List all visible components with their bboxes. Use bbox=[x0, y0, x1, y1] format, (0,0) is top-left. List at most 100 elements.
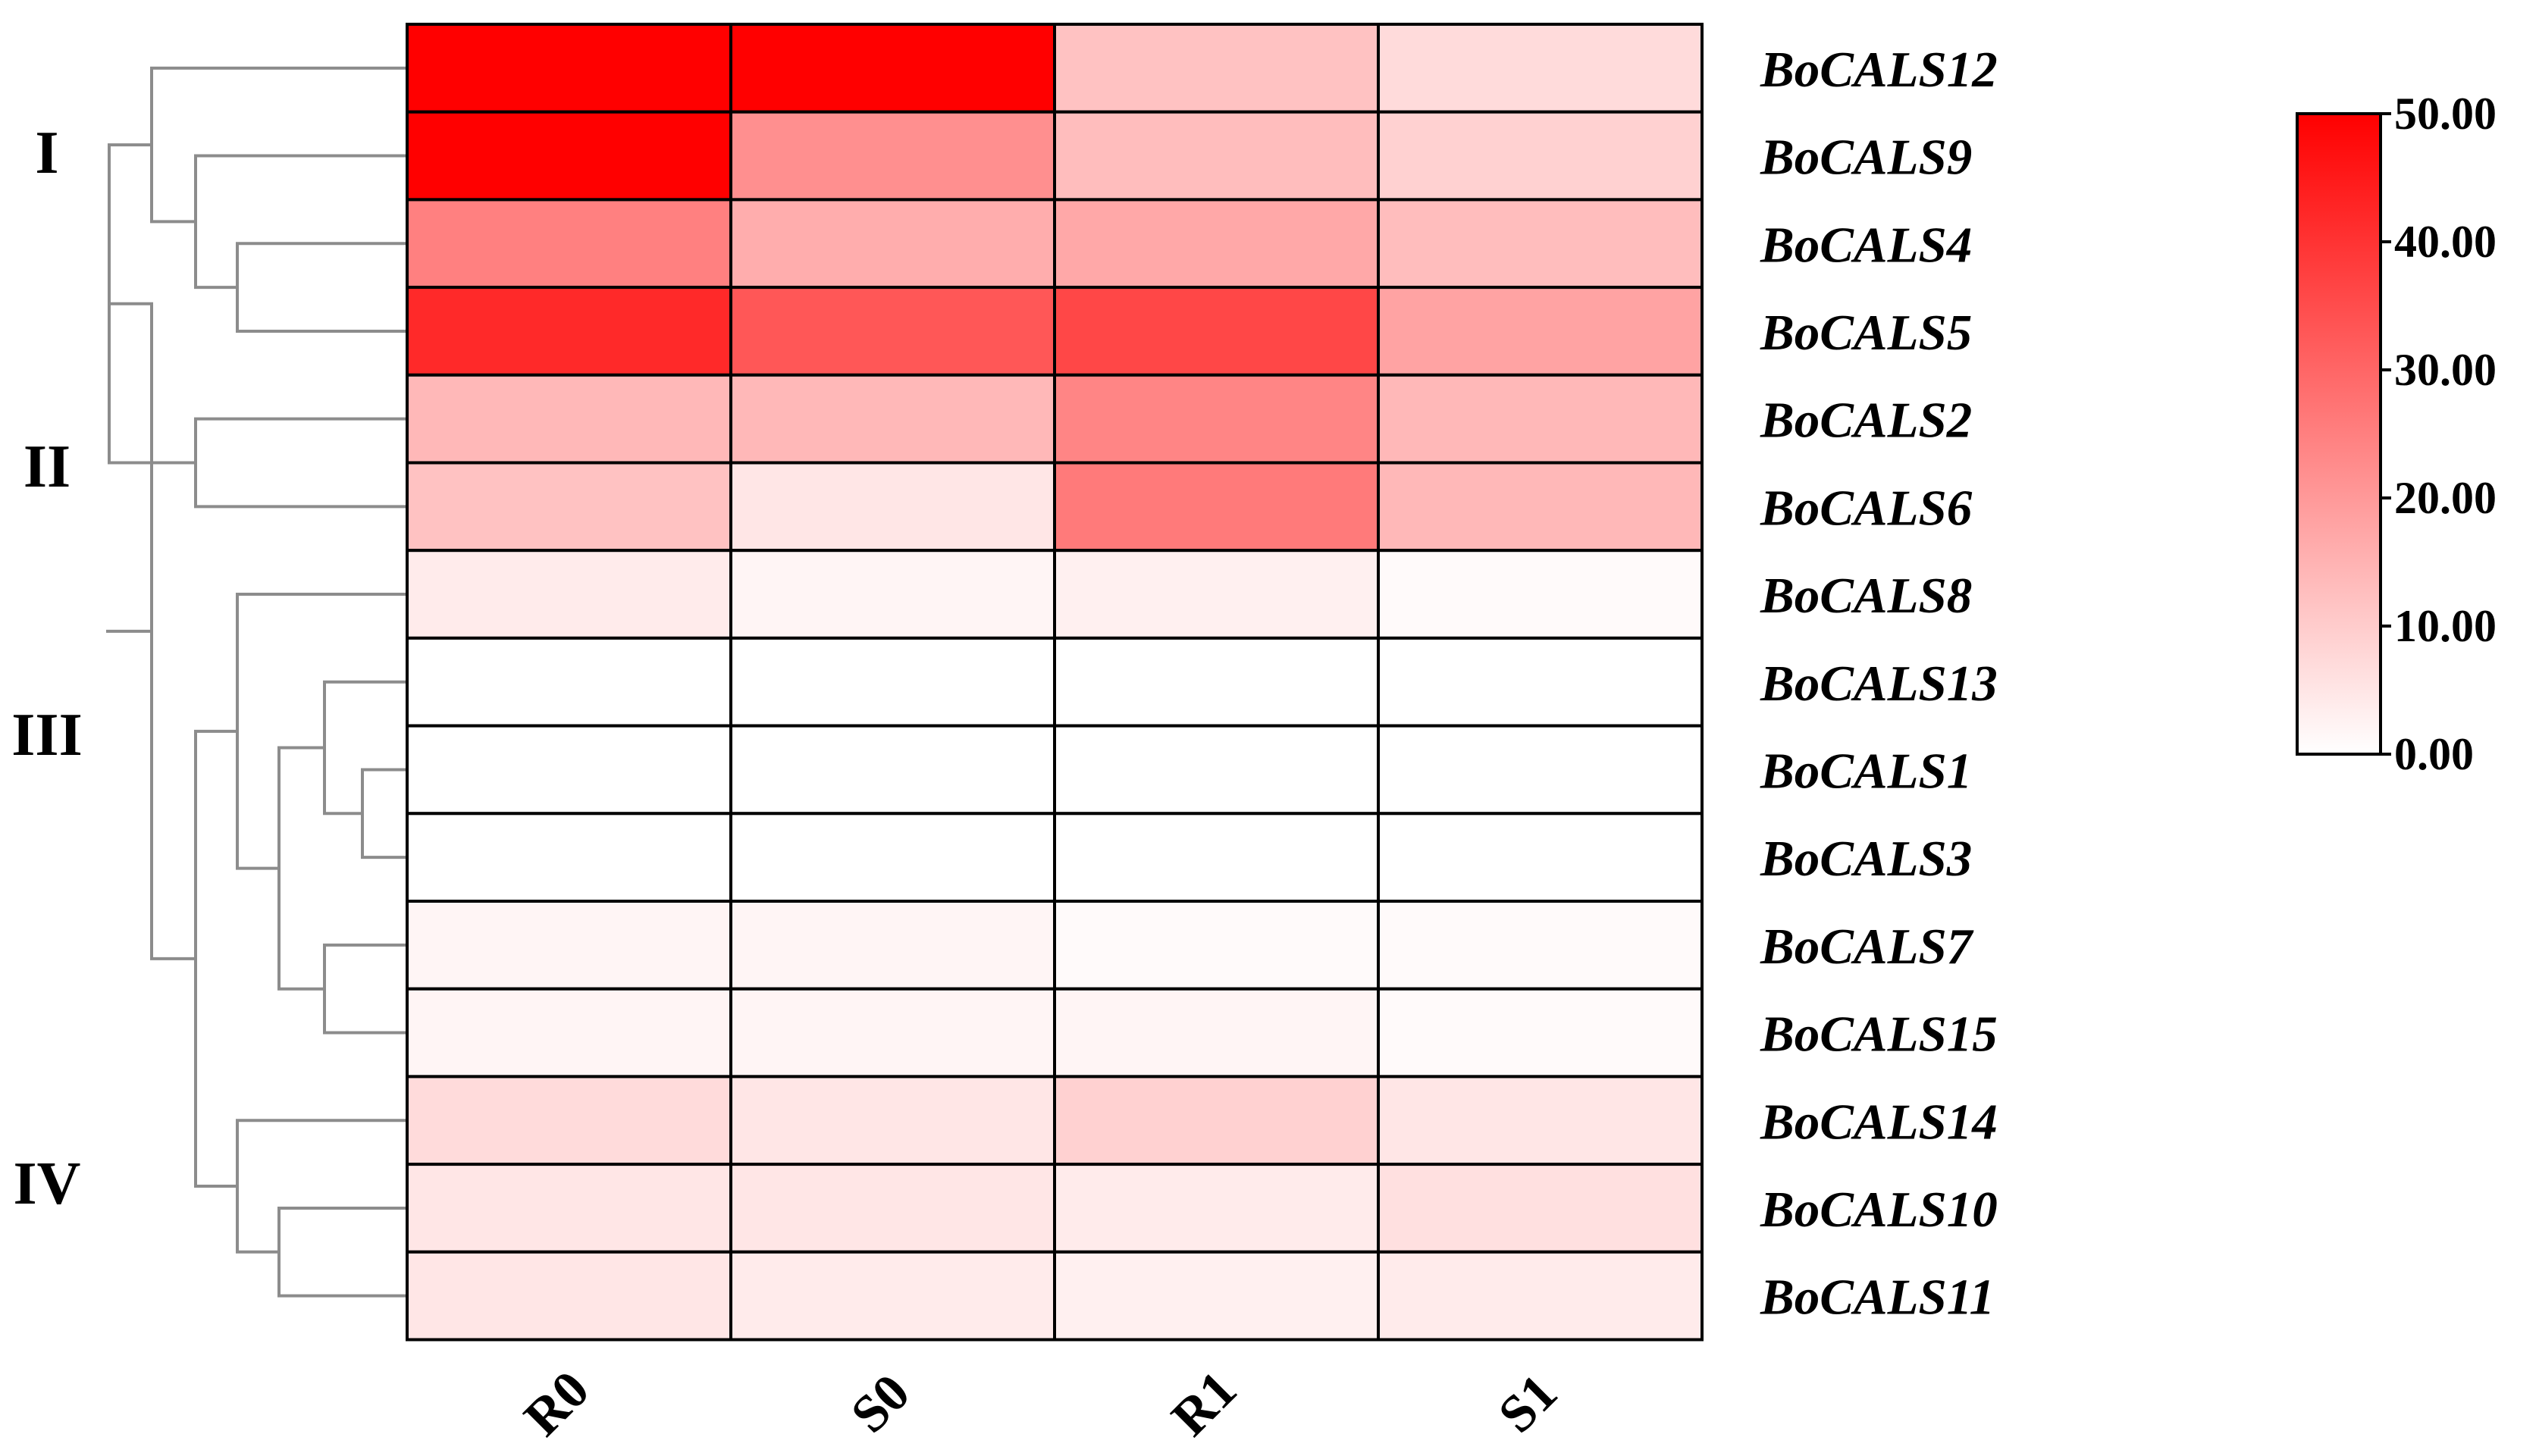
heatmap-cell-BoCALS12-S1 bbox=[1377, 23, 1704, 114]
row-label: BoCALS13 bbox=[1760, 656, 1998, 712]
heatmap-cell-BoCALS7-R1 bbox=[1053, 900, 1380, 991]
color-scale-tick-label: 10.00 bbox=[2394, 601, 2497, 651]
heatmap-cell-BoCALS10-R1 bbox=[1053, 1163, 1380, 1254]
dendrogram-branch bbox=[194, 417, 407, 509]
row-label: BoCALS8 bbox=[1760, 568, 1972, 624]
row-label: BoCALS2 bbox=[1760, 393, 1972, 449]
heatmap-cell-BoCALS15-S1 bbox=[1377, 987, 1704, 1079]
heatmap-cell-BoCALS8-S0 bbox=[729, 549, 1056, 640]
row-label: BoCALS6 bbox=[1760, 480, 1973, 536]
heatmap-cell-BoCALS7-S0 bbox=[729, 900, 1056, 991]
column-label: S1 bbox=[1487, 1364, 1569, 1445]
heatmap-cell-BoCALS11-R0 bbox=[406, 1250, 732, 1342]
row-label: BoCALS14 bbox=[1760, 1094, 1998, 1150]
dendrogram-branch bbox=[150, 66, 407, 224]
heatmap-cell-BoCALS12-S0 bbox=[729, 23, 1056, 114]
heatmap-cell-BoCALS15-R1 bbox=[1053, 987, 1380, 1079]
heatmap-cell-BoCALS14-S0 bbox=[729, 1075, 1056, 1166]
heatmap-cell-BoCALS11-S0 bbox=[729, 1250, 1056, 1342]
column-label: S0 bbox=[840, 1364, 921, 1445]
heatmap-cell-BoCALS2-S0 bbox=[729, 373, 1056, 465]
row-label: BoCALS15 bbox=[1760, 1007, 1998, 1063]
row-label: BoCALS7 bbox=[1760, 919, 1974, 975]
color-scale-legend: 50.00 40.00 30.00 20.00 10.00 0.00 bbox=[2296, 89, 2497, 779]
heatmap-cell-BoCALS13-S1 bbox=[1377, 636, 1704, 728]
cluster-label: II bbox=[24, 434, 71, 500]
heatmap-cell-BoCALS3-S1 bbox=[1377, 812, 1704, 903]
heatmap-cell-BoCALS1-S0 bbox=[729, 724, 1056, 816]
column-label: R1 bbox=[1161, 1360, 1248, 1448]
row-label: BoCALS9 bbox=[1760, 130, 1972, 186]
dendrogram-branch bbox=[323, 680, 407, 816]
heatmap-cell-BoCALS2-R1 bbox=[1053, 373, 1380, 465]
heatmap-cell-BoCALS1-R1 bbox=[1053, 724, 1380, 816]
heatmap-cell-BoCALS6-R0 bbox=[406, 461, 732, 553]
heatmap-cell-BoCALS11-R1 bbox=[1053, 1250, 1380, 1342]
heatmap-cell-BoCALS7-R0 bbox=[406, 900, 732, 991]
dendrogram-branch bbox=[236, 593, 407, 870]
heatmap-cell-BoCALS13-S0 bbox=[729, 636, 1056, 728]
row-label: BoCALS11 bbox=[1760, 1270, 1995, 1326]
heatmap-cell-BoCALS9-R0 bbox=[406, 110, 732, 202]
heatmap-cell-BoCALS4-S0 bbox=[729, 198, 1056, 290]
dendrogram-branch bbox=[361, 768, 407, 860]
cluster-label: III bbox=[11, 702, 82, 769]
heatmap-cell-BoCALS13-R1 bbox=[1053, 636, 1380, 728]
heatmap-cell-BoCALS8-R1 bbox=[1053, 549, 1380, 640]
color-scale-tick-label: 40.00 bbox=[2394, 217, 2497, 267]
heatmap-cell-BoCALS6-S0 bbox=[729, 461, 1056, 553]
dendrogram-branch bbox=[194, 729, 237, 1188]
heatmap-cell-BoCALS5-S1 bbox=[1377, 286, 1704, 377]
heatmap-cell-BoCALS11-S1 bbox=[1377, 1250, 1704, 1342]
color-scale-tick-label: 20.00 bbox=[2394, 473, 2497, 523]
heatmap-cell-BoCALS13-R0 bbox=[406, 636, 732, 728]
heatmap-cell-BoCALS2-S1 bbox=[1377, 373, 1704, 465]
heatmap-cell-BoCALS4-R1 bbox=[1053, 198, 1380, 290]
heatmap-cell-BoCALS12-R0 bbox=[406, 23, 732, 114]
heatmap-cell-BoCALS9-S0 bbox=[729, 110, 1056, 202]
heatmap-cell-BoCALS15-S0 bbox=[729, 987, 1056, 1079]
color-scale-bar bbox=[2296, 112, 2382, 756]
color-scale-tick-label: 30.00 bbox=[2394, 345, 2497, 395]
heatmap-cell-BoCALS10-S1 bbox=[1377, 1163, 1704, 1254]
heatmap-cell-BoCALS14-R1 bbox=[1053, 1075, 1380, 1166]
heatmap-cell-BoCALS14-R0 bbox=[406, 1075, 732, 1166]
dendrogram bbox=[106, 66, 407, 1298]
heatmap-cell-BoCALS6-R1 bbox=[1053, 461, 1380, 553]
cluster-label: I bbox=[35, 120, 58, 186]
dendrogram-branch bbox=[194, 154, 407, 290]
heatmap-cell-BoCALS4-S1 bbox=[1377, 198, 1704, 290]
row-label: BoCALS10 bbox=[1760, 1182, 1998, 1238]
heatmap-cell-BoCALS12-R1 bbox=[1053, 23, 1380, 114]
heatmap-cell-BoCALS9-R1 bbox=[1053, 110, 1380, 202]
heatmap-cell-BoCALS1-R0 bbox=[406, 724, 732, 816]
row-label: BoCALS5 bbox=[1760, 305, 1972, 361]
cluster-label: IV bbox=[14, 1151, 81, 1217]
color-scale-tick-label: 0.00 bbox=[2394, 729, 2474, 779]
heatmap-cell-BoCALS14-S1 bbox=[1377, 1075, 1704, 1166]
heatmap-cell-BoCALS4-R0 bbox=[406, 198, 732, 290]
row-label: BoCALS3 bbox=[1760, 831, 1972, 887]
dendrogram-branch bbox=[277, 746, 324, 991]
heatmap-cell-BoCALS8-R0 bbox=[406, 549, 732, 640]
dendrogram-branch bbox=[236, 1119, 407, 1254]
row-labels: BoCALS12 BoCALS9 BoCALS4 BoCALS5 BoCALS2 BoCA… bbox=[1760, 42, 1998, 1326]
color-scale-tick-label: 50.00 bbox=[2394, 89, 2497, 139]
column-labels: R0 S0 R1 S1 bbox=[513, 1360, 1569, 1448]
heatmap-cell-BoCALS10-R0 bbox=[406, 1163, 732, 1254]
heatmap-cell-BoCALS9-S1 bbox=[1377, 110, 1704, 202]
heatmap-cell-BoCALS5-S0 bbox=[729, 286, 1056, 377]
dendrogram-branch bbox=[323, 943, 407, 1035]
heatmap-cell-BoCALS3-R0 bbox=[406, 812, 732, 903]
heatmap-cell-BoCALS15-R0 bbox=[406, 987, 732, 1079]
heatmap-cell-BoCALS3-S0 bbox=[729, 812, 1056, 903]
heatmap-cell-BoCALS1-S1 bbox=[1377, 724, 1704, 816]
heatmap-cell-BoCALS3-R1 bbox=[1053, 812, 1380, 903]
row-label: BoCALS4 bbox=[1760, 217, 1972, 273]
heatmap-cell-BoCALS10-S0 bbox=[729, 1163, 1056, 1254]
heatmap-cell-BoCALS6-S1 bbox=[1377, 461, 1704, 553]
dendrogram-branch bbox=[236, 242, 407, 333]
heatmap-cell-BoCALS7-S1 bbox=[1377, 900, 1704, 991]
